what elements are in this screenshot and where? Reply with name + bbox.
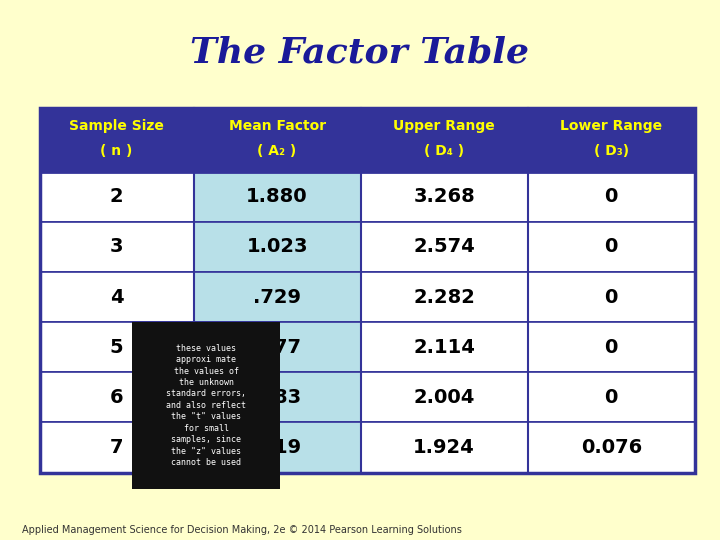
Text: .729: .729 [253,288,301,307]
Text: 4: 4 [109,288,123,307]
Bar [40,172,194,222]
Text: The Factor Table: The Factor Table [191,35,529,69]
Bar [528,172,695,222]
Text: 2.114: 2.114 [413,338,475,357]
Text: 1.924: 1.924 [413,438,475,457]
Bar [361,422,528,472]
Bar [40,108,695,472]
Bar [361,372,528,422]
Text: 7: 7 [110,438,123,457]
Text: Sample Size: Sample Size [69,119,164,133]
Bar [40,222,194,272]
Bar [528,372,695,422]
Text: 3: 3 [110,238,123,256]
Bar [361,322,528,372]
Text: 0: 0 [605,238,618,256]
Text: Applied Management Science for Decision Making, 2e © 2014 Pearson Learning Solut: Applied Management Science for Decision … [22,524,462,535]
Text: .419: .419 [253,438,301,457]
Bar [132,322,281,489]
Text: 0.076: 0.076 [580,438,642,457]
Bar [40,422,194,472]
Text: ( n ): ( n ) [100,144,132,158]
Text: ( D₃): ( D₃) [594,144,629,158]
Text: 1.023: 1.023 [246,238,308,256]
Text: .577: .577 [253,338,301,357]
Bar [528,422,695,472]
Text: 6: 6 [109,388,123,407]
Text: 0: 0 [605,288,618,307]
Text: 2.574: 2.574 [413,238,475,256]
Text: Lower Range: Lower Range [560,119,662,133]
Text: Upper Range: Upper Range [393,119,495,133]
Text: 0: 0 [605,338,618,357]
Bar [40,272,194,322]
Bar [361,272,528,322]
Text: 3.268: 3.268 [413,187,475,206]
Bar [361,172,528,222]
Bar [194,172,361,222]
Bar [40,108,695,172]
Bar [40,372,194,422]
Text: 5: 5 [109,338,123,357]
Text: 2.282: 2.282 [413,288,475,307]
Text: .483: .483 [253,388,301,407]
Bar [194,272,361,322]
Text: ( D₄ ): ( D₄ ) [424,144,464,158]
Text: 2.004: 2.004 [413,388,475,407]
Bar [194,372,361,422]
Text: these values
approxi mate
the values of
the unknown
standard errors,
and also re: these values approxi mate the values of … [166,343,246,467]
Text: ( A₂ ): ( A₂ ) [258,144,297,158]
Bar [528,322,695,372]
Bar [194,222,361,272]
Bar [361,222,528,272]
Text: 2: 2 [109,187,123,206]
Text: 0: 0 [605,388,618,407]
Bar [194,422,361,472]
Bar [528,222,695,272]
Bar [40,322,194,372]
Text: Mean Factor: Mean Factor [228,119,325,133]
Bar [528,272,695,322]
Text: 1.880: 1.880 [246,187,308,206]
Text: 0: 0 [605,187,618,206]
Bar [194,322,361,372]
